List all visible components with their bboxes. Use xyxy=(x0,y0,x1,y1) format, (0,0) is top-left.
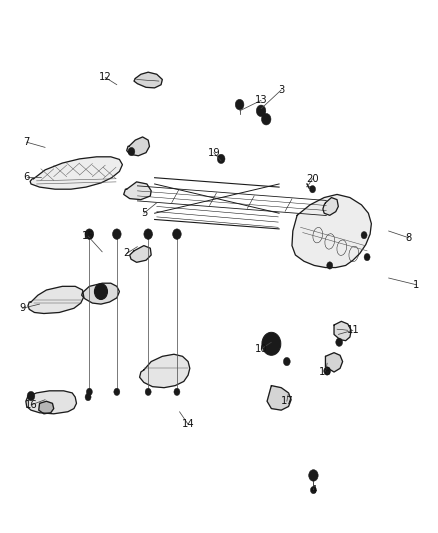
Text: 18: 18 xyxy=(319,367,332,377)
Polygon shape xyxy=(30,157,123,189)
Polygon shape xyxy=(334,321,351,341)
Circle shape xyxy=(256,105,266,117)
Text: 3: 3 xyxy=(278,85,284,95)
Circle shape xyxy=(113,229,121,239)
Text: 11: 11 xyxy=(346,325,359,335)
Text: 20: 20 xyxy=(306,174,319,184)
Polygon shape xyxy=(26,391,77,414)
Text: 5: 5 xyxy=(141,208,147,218)
Circle shape xyxy=(336,338,343,346)
Circle shape xyxy=(86,388,92,395)
Polygon shape xyxy=(323,198,338,215)
Circle shape xyxy=(309,470,318,481)
Circle shape xyxy=(283,358,290,366)
Circle shape xyxy=(85,393,91,401)
Circle shape xyxy=(144,229,152,239)
Circle shape xyxy=(27,391,35,401)
Text: 15: 15 xyxy=(82,231,95,241)
Polygon shape xyxy=(28,286,84,313)
Text: 10: 10 xyxy=(255,344,267,354)
Text: 13: 13 xyxy=(255,95,267,106)
Circle shape xyxy=(261,114,271,125)
Circle shape xyxy=(95,284,107,300)
Circle shape xyxy=(327,262,333,269)
Polygon shape xyxy=(134,72,162,88)
Text: 14: 14 xyxy=(182,419,194,429)
Circle shape xyxy=(217,154,225,164)
Circle shape xyxy=(145,388,151,395)
Circle shape xyxy=(174,388,180,395)
Text: 4: 4 xyxy=(310,485,317,495)
Circle shape xyxy=(114,388,120,395)
Text: 9: 9 xyxy=(19,303,25,313)
Polygon shape xyxy=(292,195,371,268)
Text: 1: 1 xyxy=(413,280,420,290)
Circle shape xyxy=(324,367,331,375)
Circle shape xyxy=(128,148,135,156)
Text: 17: 17 xyxy=(280,396,293,406)
Polygon shape xyxy=(39,401,54,414)
Circle shape xyxy=(266,337,276,350)
Circle shape xyxy=(85,229,94,239)
Polygon shape xyxy=(130,246,151,262)
Text: 6: 6 xyxy=(24,172,30,182)
Circle shape xyxy=(364,254,370,261)
Polygon shape xyxy=(140,354,190,387)
Polygon shape xyxy=(81,283,120,304)
Text: 16: 16 xyxy=(25,400,37,410)
Polygon shape xyxy=(127,137,149,156)
Circle shape xyxy=(311,487,316,494)
Polygon shape xyxy=(124,182,151,200)
Text: 19: 19 xyxy=(208,148,220,158)
Polygon shape xyxy=(325,353,343,372)
Text: 12: 12 xyxy=(99,72,112,83)
Circle shape xyxy=(235,99,244,110)
Text: 2: 2 xyxy=(124,248,130,259)
Circle shape xyxy=(310,185,315,193)
Text: 8: 8 xyxy=(406,233,412,243)
Circle shape xyxy=(262,332,281,356)
Circle shape xyxy=(361,231,367,239)
Polygon shape xyxy=(267,385,291,410)
Text: 7: 7 xyxy=(24,137,30,147)
Circle shape xyxy=(173,229,181,239)
